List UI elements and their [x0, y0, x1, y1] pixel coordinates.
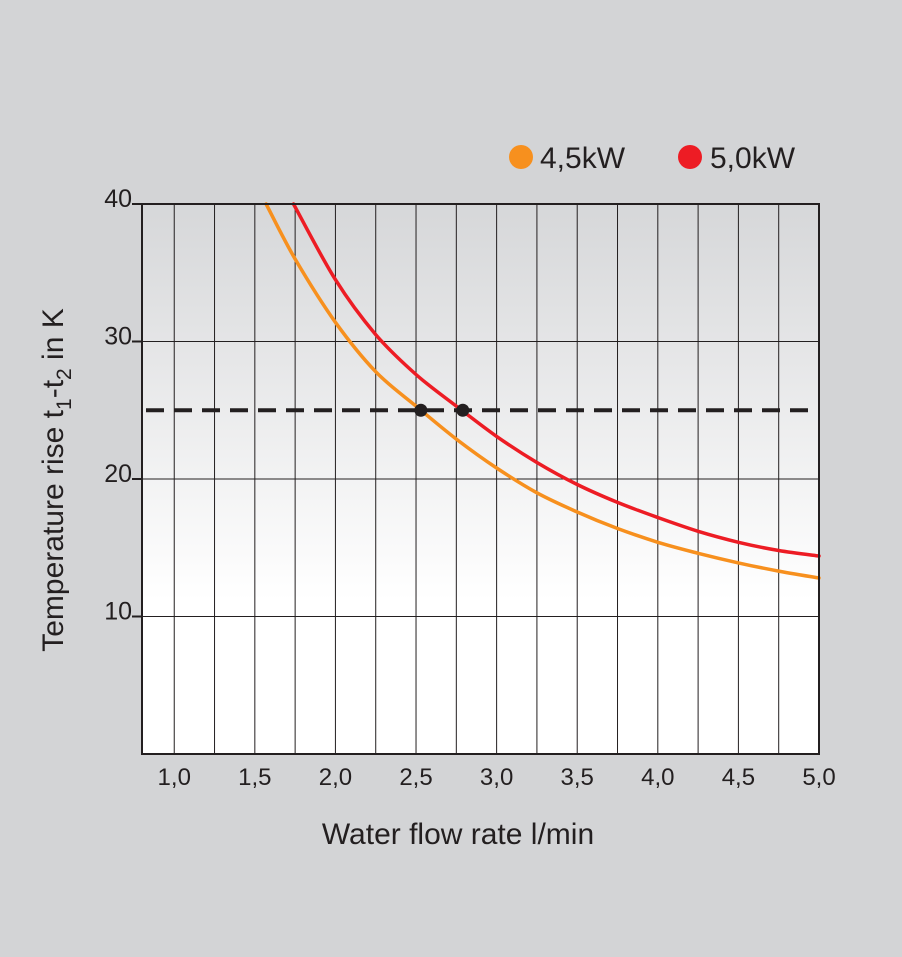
legend: 4,5kW 5,0kW — [509, 142, 796, 175]
legend-label-5-0kw: 5,0kW — [710, 142, 796, 175]
x-tick-label-4: 4,0 — [641, 764, 674, 791]
legend-label-4-5kw: 4,5kW — [540, 142, 626, 175]
intersection-point-1 — [414, 403, 428, 417]
legend-swatch-4-5kw — [509, 145, 533, 169]
y-tick-label-30: 30 — [104, 323, 132, 351]
y-tick-label-10: 10 — [104, 598, 132, 626]
y-axis-title: Temperature rise t1-t2 in K — [37, 308, 76, 652]
x-tick-label-3: 3,0 — [480, 764, 513, 791]
x-tick-label-1: 1,0 — [158, 764, 191, 791]
legend-swatch-5-0kw — [678, 145, 702, 169]
series-line-4-5kw — [264, 202, 821, 580]
x-axis-title: Water flow rate l/min — [322, 818, 594, 851]
x-tick-label-1-5: 1,5 — [238, 764, 271, 791]
intersection-point-2 — [456, 403, 470, 417]
series-layer — [264, 202, 821, 580]
x-tick-label-2: 2,0 — [319, 764, 352, 791]
series-line-5-0kw — [291, 202, 821, 558]
y-tick-label-40: 40 — [104, 185, 132, 213]
grid-horizontal — [142, 341, 819, 617]
x-tick-label-3-5: 3,5 — [561, 764, 594, 791]
x-tick-labels: 1,0 1,5 2,0 2,5 3,0 3,5 4,0 4,5 5,0 — [158, 764, 836, 791]
y-tick-labels: 10 20 30 40 — [104, 185, 142, 626]
y-tick-label-20: 20 — [104, 460, 132, 488]
x-tick-label-5: 5,0 — [802, 764, 835, 791]
reference-layer — [146, 403, 813, 417]
x-tick-label-2-5: 2,5 — [399, 764, 432, 791]
x-tick-label-4-5: 4,5 — [722, 764, 755, 791]
